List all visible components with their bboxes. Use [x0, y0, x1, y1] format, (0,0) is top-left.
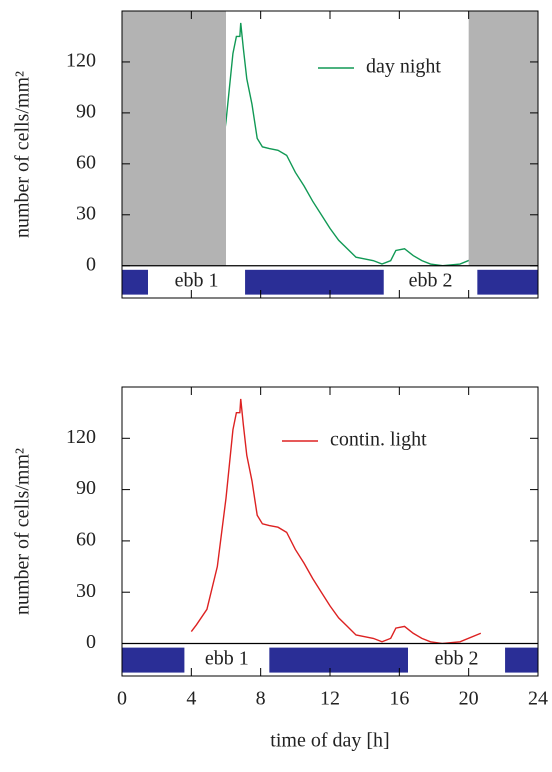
x-tick-label: 12 [320, 688, 340, 710]
x-tick-label: 24 [528, 688, 548, 710]
y-tick-label: 30 [76, 580, 96, 602]
ebb-label: ebb 1 [175, 269, 219, 291]
legend-label: day night [366, 56, 441, 78]
y-tick-label: 60 [76, 151, 96, 173]
ebb-bar [245, 269, 384, 295]
data-line [190, 398, 482, 645]
x-tick-label: 0 [117, 688, 127, 710]
ebb-bar [269, 647, 408, 673]
ebb-bar [122, 269, 148, 295]
x-tick-label: 16 [389, 688, 409, 710]
ebb-bar [477, 269, 538, 295]
y-tick-label: 90 [76, 477, 96, 499]
ebb-label: ebb 1 [205, 647, 249, 669]
x-tick-label: 20 [459, 688, 479, 710]
y-axis-label: number of cells/mm² [12, 71, 34, 238]
y-tick-label: 60 [76, 528, 96, 550]
night-shading [468, 11, 538, 266]
y-tick-label: 120 [66, 50, 96, 72]
ebb-label: ebb 2 [409, 269, 453, 291]
ebb-bar [505, 647, 538, 673]
ebb-bar [122, 647, 185, 673]
y-tick-label: 120 [66, 426, 96, 448]
x-axis-label: time of day [h] [270, 730, 389, 752]
night-shading [122, 11, 226, 266]
ebb-label: ebb 2 [435, 647, 479, 669]
y-tick-label: 30 [76, 202, 96, 224]
legend-label: contin. light [330, 429, 427, 451]
y-tick-label: 0 [86, 253, 96, 275]
data-line [190, 22, 482, 267]
y-tick-label: 0 [86, 631, 96, 653]
y-axis-label: number of cells/mm² [12, 448, 34, 615]
x-tick-label: 8 [256, 688, 266, 710]
y-tick-label: 90 [76, 100, 96, 122]
x-tick-label: 4 [186, 688, 196, 710]
